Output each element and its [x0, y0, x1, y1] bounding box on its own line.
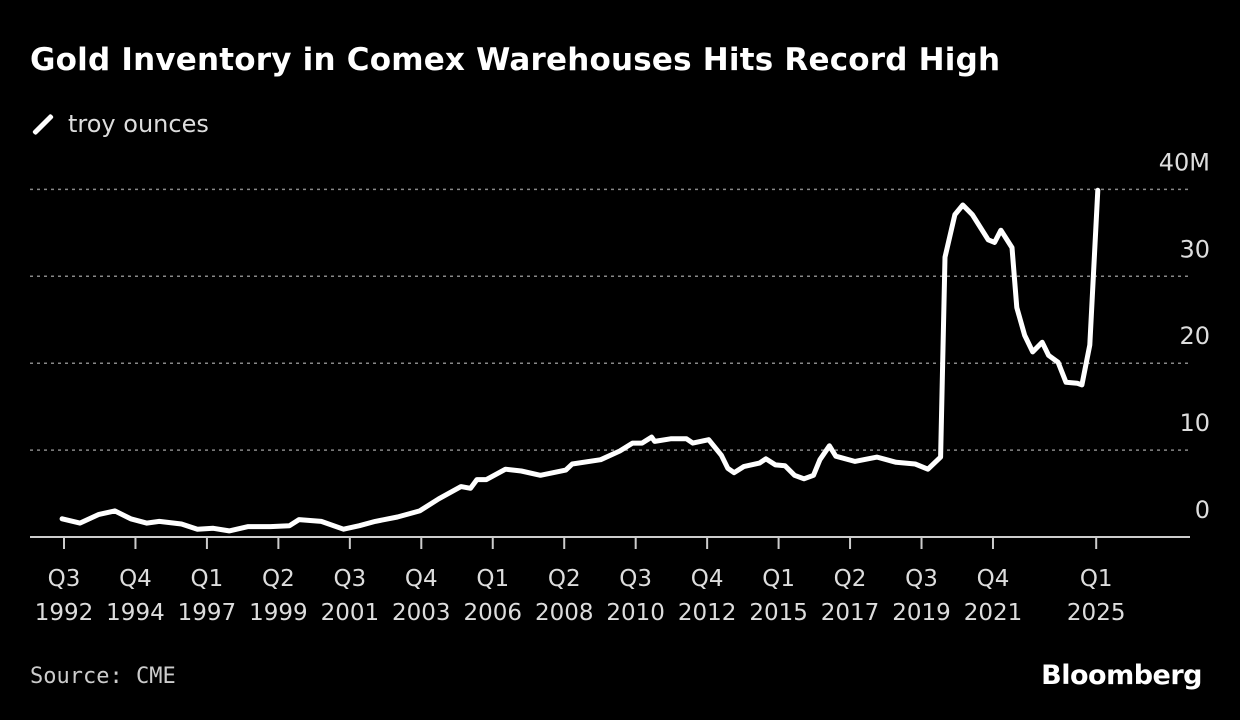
x-tick-quarter-label: Q1 — [191, 566, 224, 592]
x-tick-quarter-label: Q2 — [834, 566, 867, 592]
legend-label: troy ounces — [68, 110, 209, 138]
x-tick-quarter-label: Q1 — [762, 566, 795, 592]
x-tick-quarter-label: Q4 — [977, 566, 1010, 592]
x-tick-quarter-label: Q2 — [548, 566, 581, 592]
x-tick-year-label: 2017 — [821, 600, 880, 626]
x-tick-quarter-label: Q4 — [119, 566, 152, 592]
x-tick-year-label: 1992 — [35, 600, 94, 626]
x-tick-quarter-label: Q3 — [48, 566, 81, 592]
x-tick-quarter-label: Q3 — [619, 566, 652, 592]
x-tick-quarter-label: Q4 — [691, 566, 724, 592]
legend: troy ounces — [30, 110, 209, 138]
x-tick-year-label: 2025 — [1067, 600, 1126, 626]
x-tick-year-label: 1997 — [178, 600, 237, 626]
x-tick-year-label: 2003 — [392, 600, 451, 626]
x-tick-year-label: 1994 — [106, 600, 165, 626]
y-tick-label: 30 — [1179, 235, 1210, 263]
source-note: Source: CME — [30, 664, 176, 689]
x-tick-year-label: 2008 — [535, 600, 594, 626]
x-tick-quarter-label: Q1 — [1080, 566, 1113, 592]
x-tick-quarter-label: Q4 — [405, 566, 438, 592]
x-tick-year-label: 2010 — [606, 600, 665, 626]
x-tick-quarter-label: Q1 — [476, 566, 509, 592]
x-tick-year-label: 1999 — [249, 600, 308, 626]
series-line-troy-ounces — [59, 187, 1101, 534]
bloomberg-logo: Bloomberg — [1041, 660, 1202, 691]
x-tick-quarter-label: Q3 — [333, 566, 366, 592]
y-tick-label: 10 — [1179, 409, 1210, 437]
x-tick-quarter-label: Q2 — [262, 566, 295, 592]
x-tick-year-label: 2021 — [964, 600, 1023, 626]
x-tick-year-label: 2012 — [678, 600, 737, 626]
x-tick-year-label: 2001 — [321, 600, 380, 626]
x-tick-quarter-label: Q3 — [905, 566, 938, 592]
x-tick-year-label: 2019 — [892, 600, 951, 626]
chart-title: Gold Inventory in Comex Warehouses Hits … — [30, 42, 1001, 78]
y-tick-label: 20 — [1179, 322, 1210, 350]
x-tick-year-label: 2015 — [749, 600, 808, 626]
y-tick-label: 0 — [1195, 496, 1210, 524]
y-tick-label: 40M — [1159, 148, 1210, 176]
x-tick-year-label: 2006 — [463, 600, 522, 626]
